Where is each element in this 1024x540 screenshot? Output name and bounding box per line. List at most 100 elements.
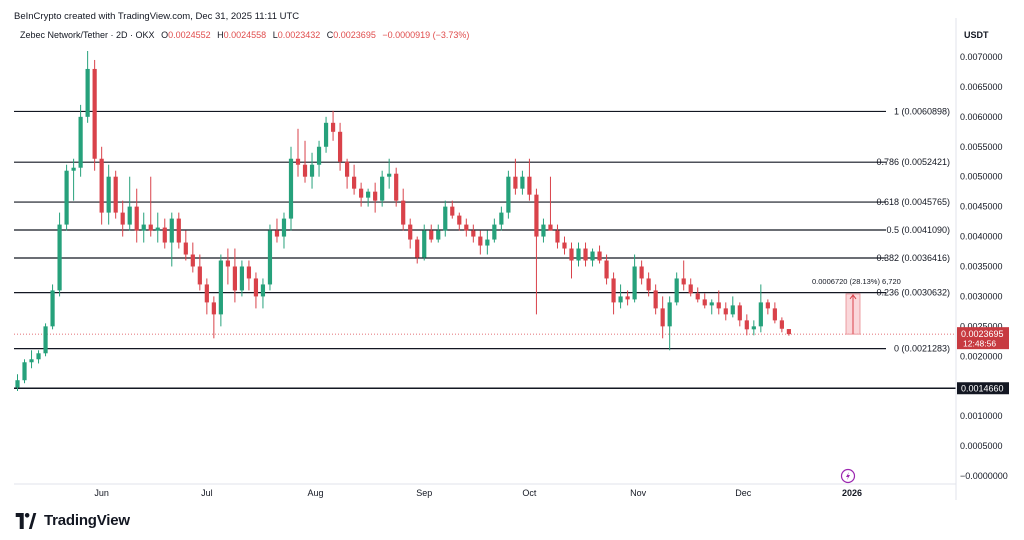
candle-body: [380, 176, 385, 201]
candle-body: [527, 176, 532, 195]
y-tick-label: 0.0045000: [960, 202, 1003, 212]
candle-body: [772, 308, 777, 321]
candle-body: [134, 206, 139, 231]
tradingview-brand[interactable]: TradingView: [14, 512, 130, 529]
candle-body: [674, 278, 679, 303]
candle-body: [765, 302, 770, 309]
y-tick-label: 0.0060000: [960, 112, 1003, 122]
current-price-tag-text: 0.0023695: [961, 329, 1004, 339]
close-label: C: [326, 30, 334, 40]
candle-body: [15, 380, 20, 388]
countdown-text: 12:48:56: [963, 339, 996, 349]
candle-body: [569, 248, 574, 261]
y-tick-label: 0.0020000: [960, 351, 1003, 361]
candle-body: [274, 230, 280, 237]
candle-body: [176, 218, 181, 243]
candle-body: [85, 68, 90, 117]
symbol-name: Zebec Network/Tether · 2D · OKX: [20, 30, 155, 40]
candle-body: [618, 296, 623, 303]
candle-body: [450, 206, 455, 216]
x-tick-label: Aug: [308, 488, 324, 498]
tradingview-logo-icon: [15, 512, 37, 529]
y-tick-label: 0.0055000: [960, 142, 1003, 152]
candle-body: [57, 224, 62, 291]
candle-body: [422, 230, 427, 258]
candle-body: [485, 239, 490, 246]
candle-body: [506, 176, 511, 213]
candle-body: [204, 284, 209, 303]
candle-body: [723, 308, 728, 315]
candle-body: [211, 302, 216, 315]
candle-body: [667, 302, 672, 327]
candle-body: [141, 224, 146, 231]
candle-body: [541, 224, 546, 237]
candle-body: [183, 242, 188, 255]
candle-body: [316, 146, 322, 165]
candle-body: [429, 230, 434, 240]
candle-body: [50, 290, 55, 327]
chart-credit: BeInCrypto created with TradingView.com,…: [14, 11, 300, 22]
candle-body: [632, 266, 637, 300]
y-tick-label: 0.0010000: [960, 411, 1003, 421]
candle-body: [786, 329, 791, 335]
fib-label-0.5: 0.5 (0.0041090): [886, 225, 950, 235]
candle-body: [225, 260, 230, 267]
candle-body: [520, 176, 525, 189]
candle-body: [744, 320, 749, 330]
candle-body: [611, 278, 616, 303]
candle-body: [295, 158, 301, 165]
candle-body: [688, 284, 693, 294]
candle-body: [604, 260, 609, 279]
candle-body: [281, 218, 287, 237]
x-tick-label: Nov: [630, 488, 647, 498]
candle-body: [751, 326, 756, 330]
support-price-tag-text: 0.0014660: [961, 384, 1004, 394]
candle-body: [92, 68, 97, 159]
candle-body: [590, 251, 595, 261]
candle-body: [246, 266, 252, 279]
fib-label-0.618: 0.618 (0.0045765): [876, 197, 950, 207]
candle-body: [71, 167, 76, 171]
axes: 0.0070000 0.0065000 0.0060000 0.0055000 0.00…: [14, 18, 1009, 500]
y-tick-label: 0.0025000: [960, 321, 1003, 331]
y-tick-label: −0.0000000: [960, 471, 1008, 481]
candle-body: [99, 158, 104, 213]
x-tick-label: Jun: [94, 488, 109, 498]
fib-levels: 1 (0.0060898) 0.786 (0.0052421) 0.618 (0.0…: [14, 106, 956, 389]
brand-name: TradingView: [44, 512, 130, 529]
open-label: O: [161, 30, 169, 40]
candle-body: [492, 224, 497, 240]
candle-body: [344, 161, 350, 177]
candle-body: [415, 239, 420, 258]
y-tick-label: 0.0035000: [960, 261, 1003, 271]
candle-body: [43, 326, 48, 354]
x-tick-label: Dec: [735, 488, 752, 498]
candle-body: [576, 248, 581, 261]
x-tick-label: Oct: [522, 488, 537, 498]
candle-body: [737, 305, 742, 321]
x-tick-label: Jul: [201, 488, 213, 498]
candle-body: [716, 302, 721, 309]
fib-label-0: 0 (0.0021283): [894, 344, 950, 354]
candle-body: [169, 218, 174, 243]
support-price-tag: [957, 382, 1009, 395]
candle-body: [555, 230, 560, 243]
candle-body: [709, 302, 714, 306]
candle-body: [548, 224, 553, 231]
y-tick-label: 0.0070000: [960, 52, 1003, 62]
candle-body: [457, 215, 462, 225]
candle-body: [534, 194, 539, 237]
candle-body: [387, 173, 392, 177]
candle-body: [373, 191, 378, 201]
symbol-legend: Zebec Network/Tether · 2D · OKX O0.00245…: [20, 30, 469, 40]
candle-body: [471, 230, 476, 237]
candle-body: [779, 320, 784, 329]
overlays: 0.0006720 (28.13%) 6,720: [812, 277, 901, 484]
fib-label-1: 1 (0.0060898): [894, 106, 950, 116]
candle-body: [758, 302, 763, 327]
candle-body: [513, 176, 518, 189]
candle-body: [352, 176, 357, 189]
candle-body: [401, 200, 406, 225]
candle-body: [583, 248, 588, 261]
